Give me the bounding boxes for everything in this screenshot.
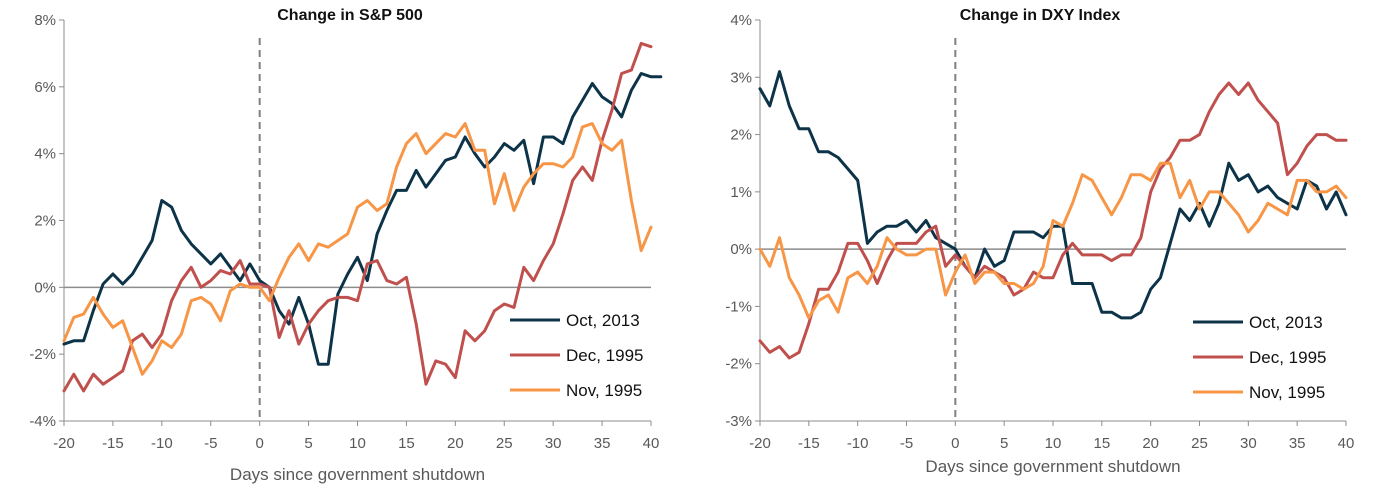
x-tick-label: -10 [847,435,869,452]
x-tick-label: 10 [349,435,366,452]
x-tick-label: 35 [594,435,611,452]
x-tick-label: 40 [643,435,660,452]
y-tick-label: -1% [725,298,752,315]
series-line-nov1995 [62,122,653,376]
x-tick-label: 0 [255,435,263,452]
y-tick-label: -2% [29,346,56,363]
y-tick-label: 1% [730,184,752,201]
x-tick-label: -15 [102,435,124,452]
y-tick-label: 6% [34,79,56,96]
series-line-nov1995 [758,161,1348,320]
chart-title: Change in S&P 500 [277,7,423,24]
legend-label-oct2013: Oct, 2013 [566,311,640,330]
legend-label-nov1995: Nov, 1995 [1249,383,1325,402]
x-tick-label: 25 [496,435,513,452]
chart-title: Change in DXY Index [960,7,1121,24]
x-tick-label: 0 [951,435,959,452]
x-axis-label: Days since government shutdown [230,465,485,484]
x-tick-label: 30 [1240,435,1257,452]
x-tick-label: 20 [447,435,464,452]
y-tick-label: 8% [34,12,56,29]
y-tick-label: 4% [730,12,752,29]
x-tick-label: 40 [1338,435,1355,452]
sp500-chart: Change in S&P 500 -4% -2% 0% 2% 4% 6% 8% -20 -15 -… [29,7,663,484]
x-tick-label: 15 [1093,435,1110,452]
x-tick-label: -20 [749,435,771,452]
x-tick-label: -20 [53,435,75,452]
x-tick-label: 5 [304,435,312,452]
legend-label-nov1995: Nov, 1995 [566,381,642,400]
x-tick-label: -5 [900,435,913,452]
x-tick-label: 35 [1289,435,1306,452]
legend-label-dec1995: Dec, 1995 [566,346,644,365]
y-tick-label: -2% [725,356,752,373]
y-tick-label: 3% [730,69,752,86]
y-tick-label: 0% [730,241,752,258]
x-tick-label: -15 [798,435,820,452]
x-tick-label: 15 [398,435,415,452]
x-tick-label: 20 [1142,435,1159,452]
legend-label-dec1995: Dec, 1995 [1249,348,1327,367]
y-tick-label: -3% [725,413,752,430]
x-tick-label: 25 [1191,435,1208,452]
y-tick-label: 2% [730,127,752,144]
legend-label-oct2013: Oct, 2013 [1249,313,1323,332]
x-tick-label: 30 [545,435,562,452]
y-tick-label: 0% [34,279,56,296]
x-axis-label: Days since government shutdown [925,457,1180,476]
y-tick-label: 2% [34,213,56,230]
series-line-dec1995 [758,81,1348,360]
series-line-oct2013 [62,72,663,366]
x-tick-label: 10 [1045,435,1062,452]
series-line-dec1995 [62,41,653,393]
x-tick-label: 5 [1000,435,1008,452]
y-tick-label: 4% [34,146,56,163]
y-tick-label: -4% [29,413,56,430]
x-tick-label: -10 [151,435,173,452]
dxy-chart: Change in DXY Index -3% -2% -1% 0% 1% 2% 3% 4% -2… [725,7,1354,476]
x-tick-label: -5 [204,435,217,452]
